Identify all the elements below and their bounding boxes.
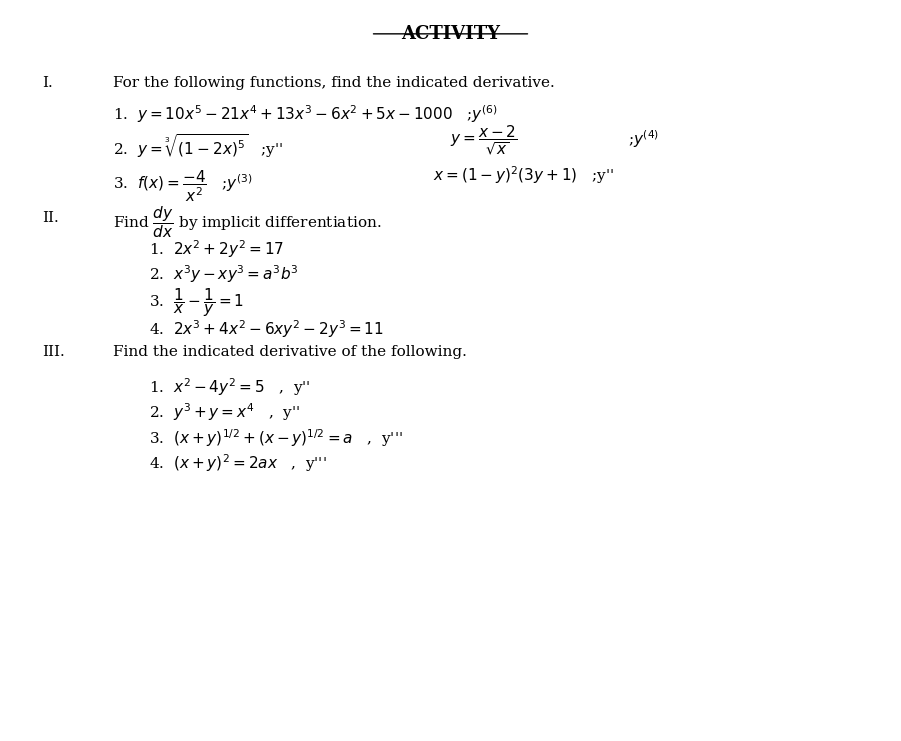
Text: $y = \dfrac{x-2}{\sqrt{x}}$: $y = \dfrac{x-2}{\sqrt{x}}$ <box>450 123 518 157</box>
Text: 4.  $2x^3 + 4x^2 - 6xy^2 - 2y^3 = 11$: 4. $2x^3 + 4x^2 - 6xy^2 - 2y^3 = 11$ <box>149 318 384 340</box>
Text: 4.  $(x+y)^2 = 2ax$   ,  y''': 4. $(x+y)^2 = 2ax$ , y''' <box>149 452 327 473</box>
Text: 2.  $x^3y - xy^3 = a^3b^3$: 2. $x^3y - xy^3 = a^3b^3$ <box>149 263 298 285</box>
Text: ACTIVITY: ACTIVITY <box>401 25 500 43</box>
Text: 3.  $(x+y)^{1/2} + (x-y)^{1/2} = a$   ,  y''': 3. $(x+y)^{1/2} + (x-y)^{1/2} = a$ , y''… <box>149 428 403 449</box>
Text: 2.  $y^3 + y = x^4$   ,  y'': 2. $y^3 + y = x^4$ , y'' <box>149 401 300 422</box>
Text: ;$y^{(4)}$: ;$y^{(4)}$ <box>628 128 659 150</box>
Text: 3.  $\dfrac{1}{x} - \dfrac{1}{y} = 1$: 3. $\dfrac{1}{x} - \dfrac{1}{y} = 1$ <box>149 286 244 319</box>
Text: $x = (1-y)^2(3y+1)$   ;y'': $x = (1-y)^2(3y+1)$ ;y'' <box>432 165 614 187</box>
Text: 2.  $y = \sqrt[3]{(1-2x)^5}$   ;y'': 2. $y = \sqrt[3]{(1-2x)^5}$ ;y'' <box>114 132 284 160</box>
Text: III.: III. <box>42 345 65 359</box>
Text: 1.  $y = 10x^5 - 21x^4 + 13x^3 - 6x^2 + 5x - 1000$   ;$y^{(6)}$: 1. $y = 10x^5 - 21x^4 + 13x^3 - 6x^2 + 5… <box>114 103 498 124</box>
Text: 1.  $x^2 - 4y^2 = 5$   ,  y'': 1. $x^2 - 4y^2 = 5$ , y'' <box>149 376 311 398</box>
Text: Find $\dfrac{dy}{dx}$ by implicit differentiation.: Find $\dfrac{dy}{dx}$ by implicit differ… <box>114 205 382 241</box>
Text: II.: II. <box>42 210 59 225</box>
Text: Find the indicated derivative of the following.: Find the indicated derivative of the fol… <box>114 345 468 359</box>
Text: I.: I. <box>42 76 53 90</box>
Text: For the following functions, find the indicated derivative.: For the following functions, find the in… <box>114 76 555 90</box>
Text: 1.  $2x^2 + 2y^2 = 17$: 1. $2x^2 + 2y^2 = 17$ <box>149 238 284 260</box>
Text: 3.  $f(x) = \dfrac{-4}{x^2}$   ;$y^{(3)}$: 3. $f(x) = \dfrac{-4}{x^2}$ ;$y^{(3)}$ <box>114 168 252 204</box>
